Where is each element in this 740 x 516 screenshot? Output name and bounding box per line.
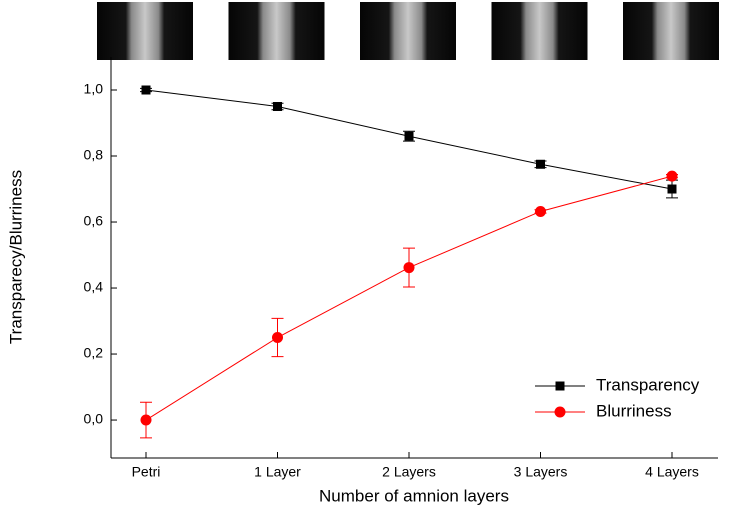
data-point — [140, 414, 152, 426]
y-tick-label: 0,0 — [84, 411, 104, 427]
data-point — [403, 262, 415, 274]
data-point — [536, 159, 545, 169]
data-point — [141, 85, 151, 95]
thumbnail — [360, 2, 456, 60]
data-point — [272, 332, 283, 344]
y-axis-title: Transparecy/Blurriness — [6, 170, 25, 344]
series-line — [145, 175, 673, 421]
x-tick-label: 3 Layers — [514, 464, 568, 480]
y-tick-label: 1,0 — [84, 81, 104, 97]
legend-marker — [555, 381, 565, 391]
thumbnail — [228, 2, 325, 60]
thumbnail — [623, 2, 719, 60]
x-tick-label: 4 Layers — [645, 464, 699, 480]
data-point — [666, 170, 678, 182]
x-axis-title: Number of amnion layers — [319, 486, 509, 505]
thumbnail — [97, 2, 193, 60]
legend-label: Blurriness — [596, 401, 672, 420]
data-point — [404, 131, 414, 141]
y-tick-label: 0,8 — [84, 147, 104, 163]
y-tick-label: 0,4 — [84, 279, 104, 295]
data-point — [535, 205, 546, 217]
x-tick-label: Petri — [132, 464, 161, 480]
data-point — [667, 184, 677, 194]
data-point — [273, 102, 282, 112]
legend-marker — [554, 406, 566, 418]
y-tick-label: 0,2 — [84, 345, 104, 361]
x-tick-label: 1 Layer — [254, 464, 301, 480]
x-tick-label: 2 Layers — [382, 464, 436, 480]
legend-label: Transparency — [596, 375, 700, 394]
y-tick-label: 0,6 — [84, 213, 104, 229]
thumbnail — [491, 2, 588, 60]
